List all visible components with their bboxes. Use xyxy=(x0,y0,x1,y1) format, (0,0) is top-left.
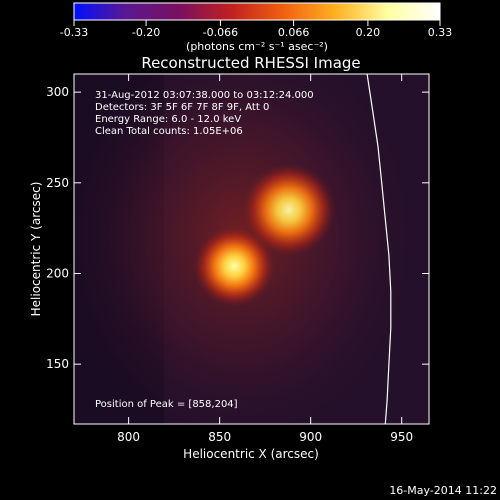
x-tick-label: 900 xyxy=(299,430,322,444)
peak-position-label: Position of Peak = [858,204] xyxy=(95,399,238,410)
colorbar-tick-label: 0.33 xyxy=(428,26,453,39)
x-tick-label: 850 xyxy=(208,430,231,444)
y-tick-label: 150 xyxy=(46,357,69,371)
annotation-block: 31-Aug-2012 03:07:38.000 to 03:12:24.000… xyxy=(95,90,314,137)
colorbar-tick-label: -0.066 xyxy=(203,26,238,39)
colorbar-tick-label: 0.066 xyxy=(278,26,310,39)
image-layer xyxy=(74,74,422,424)
y-tick-label: 300 xyxy=(46,85,69,99)
footer-timestamp: 16-May-2014 11:22 xyxy=(389,484,497,497)
solar-limb-line xyxy=(366,74,392,424)
plot-frame xyxy=(73,73,430,425)
colorbar-tick-label: -0.33 xyxy=(60,26,88,39)
colorbar-tick-label: -0.20 xyxy=(132,26,160,39)
colorbar-units-label: (photons cm⁻² s⁻¹ asec⁻²) xyxy=(186,40,328,53)
colorbar-tick-label: 0.20 xyxy=(356,26,381,39)
hxr-source-1 xyxy=(193,225,275,307)
annotation-line: Clean Total counts: 1.05E+06 xyxy=(95,126,243,137)
y-tick-label: 200 xyxy=(46,266,69,280)
annotation-line: Detectors: 3F 5F 6F 7F 8F 9F, Att 0 xyxy=(95,102,269,113)
x-axis-label: Heliocentric X (arcsec) xyxy=(183,447,319,461)
y-tick-label: 250 xyxy=(46,176,69,190)
x-tick-label: 950 xyxy=(390,430,413,444)
axis-ticks: 800 850 900 950 150 200 250 300 xyxy=(46,74,429,444)
x-tick-label: 800 xyxy=(117,430,140,444)
chart-title: Reconstructed RHESSI Image xyxy=(141,54,360,72)
annotation-line: 31-Aug-2012 03:07:38.000 to 03:12:24.000 xyxy=(95,90,314,101)
hxr-source-2 xyxy=(242,163,336,257)
colorbar-ticks: -0.33 -0.20 -0.066 0.066 0.20 0.33 xyxy=(60,20,452,39)
annotation-line: Energy Range: 6.0 - 12.0 keV xyxy=(95,114,241,125)
y-axis-label: Heliocentric Y (arcsec) xyxy=(29,182,43,317)
colorbar xyxy=(73,2,441,21)
